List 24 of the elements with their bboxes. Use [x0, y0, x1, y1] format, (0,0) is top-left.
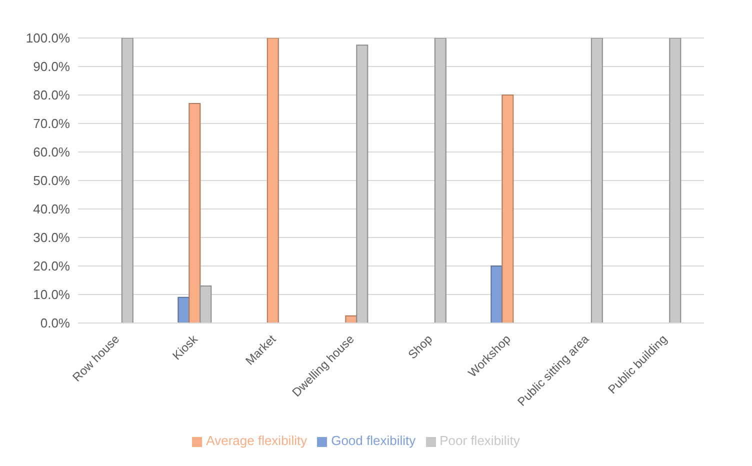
y-tick-label: 60.0% — [33, 144, 70, 160]
bar — [121, 38, 134, 323]
bar — [490, 266, 503, 323]
bar — [434, 38, 446, 323]
bar — [200, 285, 212, 323]
y-tick-label: 90.0% — [33, 59, 70, 74]
legend-label: Good flexibility — [331, 433, 416, 448]
bar — [669, 38, 682, 323]
bar — [502, 94, 514, 323]
bar — [266, 38, 279, 323]
bar — [188, 103, 201, 323]
y-tick-label: 30.0% — [33, 230, 70, 246]
y-tick-label: 100.0% — [26, 30, 70, 46]
y-tick-label: 70.0% — [33, 116, 70, 132]
y-tick-label: 10.0% — [33, 287, 70, 302]
y-tick-label: 40.0% — [33, 202, 70, 217]
y-tick-label: 80.0% — [33, 88, 70, 103]
y-tick-label: 0.0% — [40, 316, 70, 331]
y-tick-label: 20.0% — [33, 258, 70, 274]
bar — [178, 296, 190, 323]
legend-label: Average flexibility — [206, 433, 308, 448]
bar — [590, 38, 603, 323]
y-tick-label: 50.0% — [33, 173, 70, 188]
bar — [356, 44, 368, 323]
